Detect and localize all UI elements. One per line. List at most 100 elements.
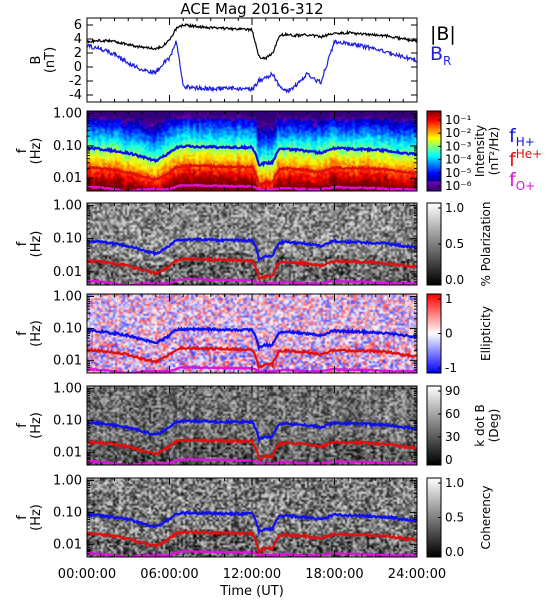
y-tick-label: 0.10 bbox=[53, 139, 82, 154]
colorbar-tick-label: 0 bbox=[445, 453, 453, 467]
x-tick-label: 18:00:00 bbox=[305, 567, 363, 582]
y-tick-label: 0.01 bbox=[53, 265, 82, 280]
y-tick-label: 1.00 bbox=[53, 382, 82, 397]
colorbar-intensity bbox=[427, 111, 441, 191]
colorbar-frame-kdotb bbox=[426, 385, 442, 466]
series-f-he-panel1 bbox=[87, 162, 417, 188]
colorbar-label: k dot B bbox=[473, 404, 487, 446]
legend-b-radial: BR bbox=[430, 43, 451, 68]
series-b-radial bbox=[86, 39, 418, 94]
colorbar-tick-label: 0.5 bbox=[445, 237, 464, 251]
colorbar-kdotb bbox=[427, 386, 441, 465]
y-axis-label: f bbox=[15, 241, 30, 246]
legend-f-o: fO+ bbox=[509, 169, 535, 193]
y-tick-label: 0.10 bbox=[53, 505, 82, 520]
x-axis-label: Time (UT) bbox=[219, 584, 284, 599]
y-tick-label: 1.00 bbox=[53, 290, 82, 305]
y-axis-unit: (Hz) bbox=[29, 138, 44, 165]
colorbar-tick-label: 30 bbox=[445, 430, 460, 444]
legend-f-h-main: f bbox=[509, 125, 517, 147]
y-axis-unit: (Hz) bbox=[29, 320, 44, 347]
colorbar-polarization bbox=[427, 203, 441, 285]
series-f-h-panel1 bbox=[87, 143, 417, 168]
y-tick-label: 0.10 bbox=[53, 321, 82, 336]
y-tick-label: 1.00 bbox=[53, 107, 82, 122]
legend: |B| BR fH+ fHe+ fO+ bbox=[430, 23, 542, 193]
colorbar-tick-label: 1 bbox=[445, 292, 453, 306]
axis-labels: 00:00:00 06:00:00 12:00:00 18:00:00 24:00:00… bbox=[15, 18, 501, 599]
y-axis-unit: (nT) bbox=[43, 47, 58, 73]
series-f-he-panel3 bbox=[87, 345, 417, 370]
y-tick-label: 0.01 bbox=[53, 445, 82, 460]
colorbar-tick-label: 60 bbox=[445, 407, 460, 421]
x-tick-label: 12:00:00 bbox=[223, 567, 281, 582]
colorbar-coherency bbox=[427, 478, 441, 557]
colorbar-tick-label: 10⁻⁴ bbox=[445, 153, 472, 167]
y-tick-label: 6 bbox=[74, 18, 82, 33]
series-f-he-panel2 bbox=[87, 256, 417, 281]
colorbar-unit: (nT²/Hz) bbox=[487, 127, 501, 175]
chart-title: ACE Mag 2016-312 bbox=[180, 0, 323, 18]
colorbar-unit: (Deg) bbox=[487, 409, 501, 443]
y-tick-label: 4 bbox=[74, 32, 82, 47]
x-tick-label: 00:00:00 bbox=[58, 567, 116, 582]
colorbar-tick-label: 0.0 bbox=[445, 545, 464, 559]
legend-b-radial-main: B bbox=[430, 43, 443, 65]
legend-f-o-main: f bbox=[509, 169, 517, 191]
x-tick-label: 06:00:00 bbox=[140, 567, 198, 582]
y-axis-unit: (Hz) bbox=[29, 231, 44, 258]
y-tick-label: 0.01 bbox=[53, 171, 82, 186]
series-f-h-panel5 bbox=[87, 510, 417, 536]
y-tick-label: 0.10 bbox=[53, 413, 82, 428]
y-tick-label: 0.10 bbox=[53, 232, 82, 247]
y-tick-label: 1.00 bbox=[53, 199, 82, 214]
legend-b-magnitude: |B| bbox=[430, 23, 456, 45]
legend-f-he-main: f bbox=[509, 149, 517, 171]
legend-f-he: fHe+ bbox=[509, 147, 542, 171]
series-f-h-panel4 bbox=[87, 417, 417, 443]
legend-f-h: fH+ bbox=[509, 125, 535, 149]
series-f-he-panel4 bbox=[87, 437, 417, 461]
colorbar-ellipticity bbox=[427, 294, 441, 373]
colorbar-label: % Polarization bbox=[479, 202, 493, 287]
series-f-h-panel2 bbox=[87, 236, 417, 262]
y-axis-label: f bbox=[15, 331, 30, 336]
y-tick-label: 0.01 bbox=[53, 537, 82, 552]
y-tick-label: 2 bbox=[74, 46, 82, 61]
series-f-h-panel3 bbox=[87, 326, 417, 352]
colorbar-tick-label: 10⁻⁶ bbox=[445, 179, 472, 193]
y-axis-label: f bbox=[15, 515, 30, 520]
legend-f-h-sub: H+ bbox=[516, 135, 535, 149]
panel-frames bbox=[86, 17, 442, 558]
colorbar-label: Coherency bbox=[479, 485, 493, 549]
y-axis-label: f bbox=[15, 423, 30, 428]
y-tick-label: 0 bbox=[74, 60, 82, 75]
colorbar-tick-label: 0.5 bbox=[445, 511, 464, 525]
y-tick-label: -2 bbox=[69, 74, 82, 89]
colorbar-tick-label: 1.0 bbox=[445, 201, 464, 215]
colorbar-tick-label: 90 bbox=[445, 384, 460, 398]
colorbar-tick-label: 0.0 bbox=[445, 273, 464, 287]
spectrogram-kdotb bbox=[87, 386, 417, 465]
colorbar-tick-label: 0 bbox=[445, 327, 453, 341]
colorbar-tick-label: 10⁻⁵ bbox=[445, 166, 472, 180]
spectrogram-polarization bbox=[87, 203, 417, 285]
y-axis-label: B bbox=[29, 56, 44, 65]
colorbar-frame-intensity bbox=[426, 110, 442, 192]
colorbar-tick-label: -1 bbox=[445, 361, 457, 375]
colorbar-tick-label: 1.0 bbox=[445, 476, 464, 490]
colorbar-tick-label: 10⁻¹ bbox=[445, 113, 472, 127]
legend-f-he-sup: He+ bbox=[516, 147, 542, 161]
y-axis-unit: (Hz) bbox=[29, 504, 44, 531]
colorbar-label: Intensity bbox=[473, 125, 487, 177]
legend-b-radial-sub: R bbox=[443, 54, 451, 68]
y-tick-label: 1.00 bbox=[53, 474, 82, 489]
colorbar-tick-label: 10⁻² bbox=[445, 126, 472, 140]
series-b-magnitude bbox=[86, 22, 418, 61]
y-tick-label: 0.01 bbox=[53, 353, 82, 368]
y-tick-label: -4 bbox=[69, 88, 82, 103]
x-tick-label: 24:00:00 bbox=[388, 567, 446, 582]
y-axis-unit: (Hz) bbox=[29, 412, 44, 439]
colorbar-tick-label: 10⁻³ bbox=[445, 139, 472, 153]
